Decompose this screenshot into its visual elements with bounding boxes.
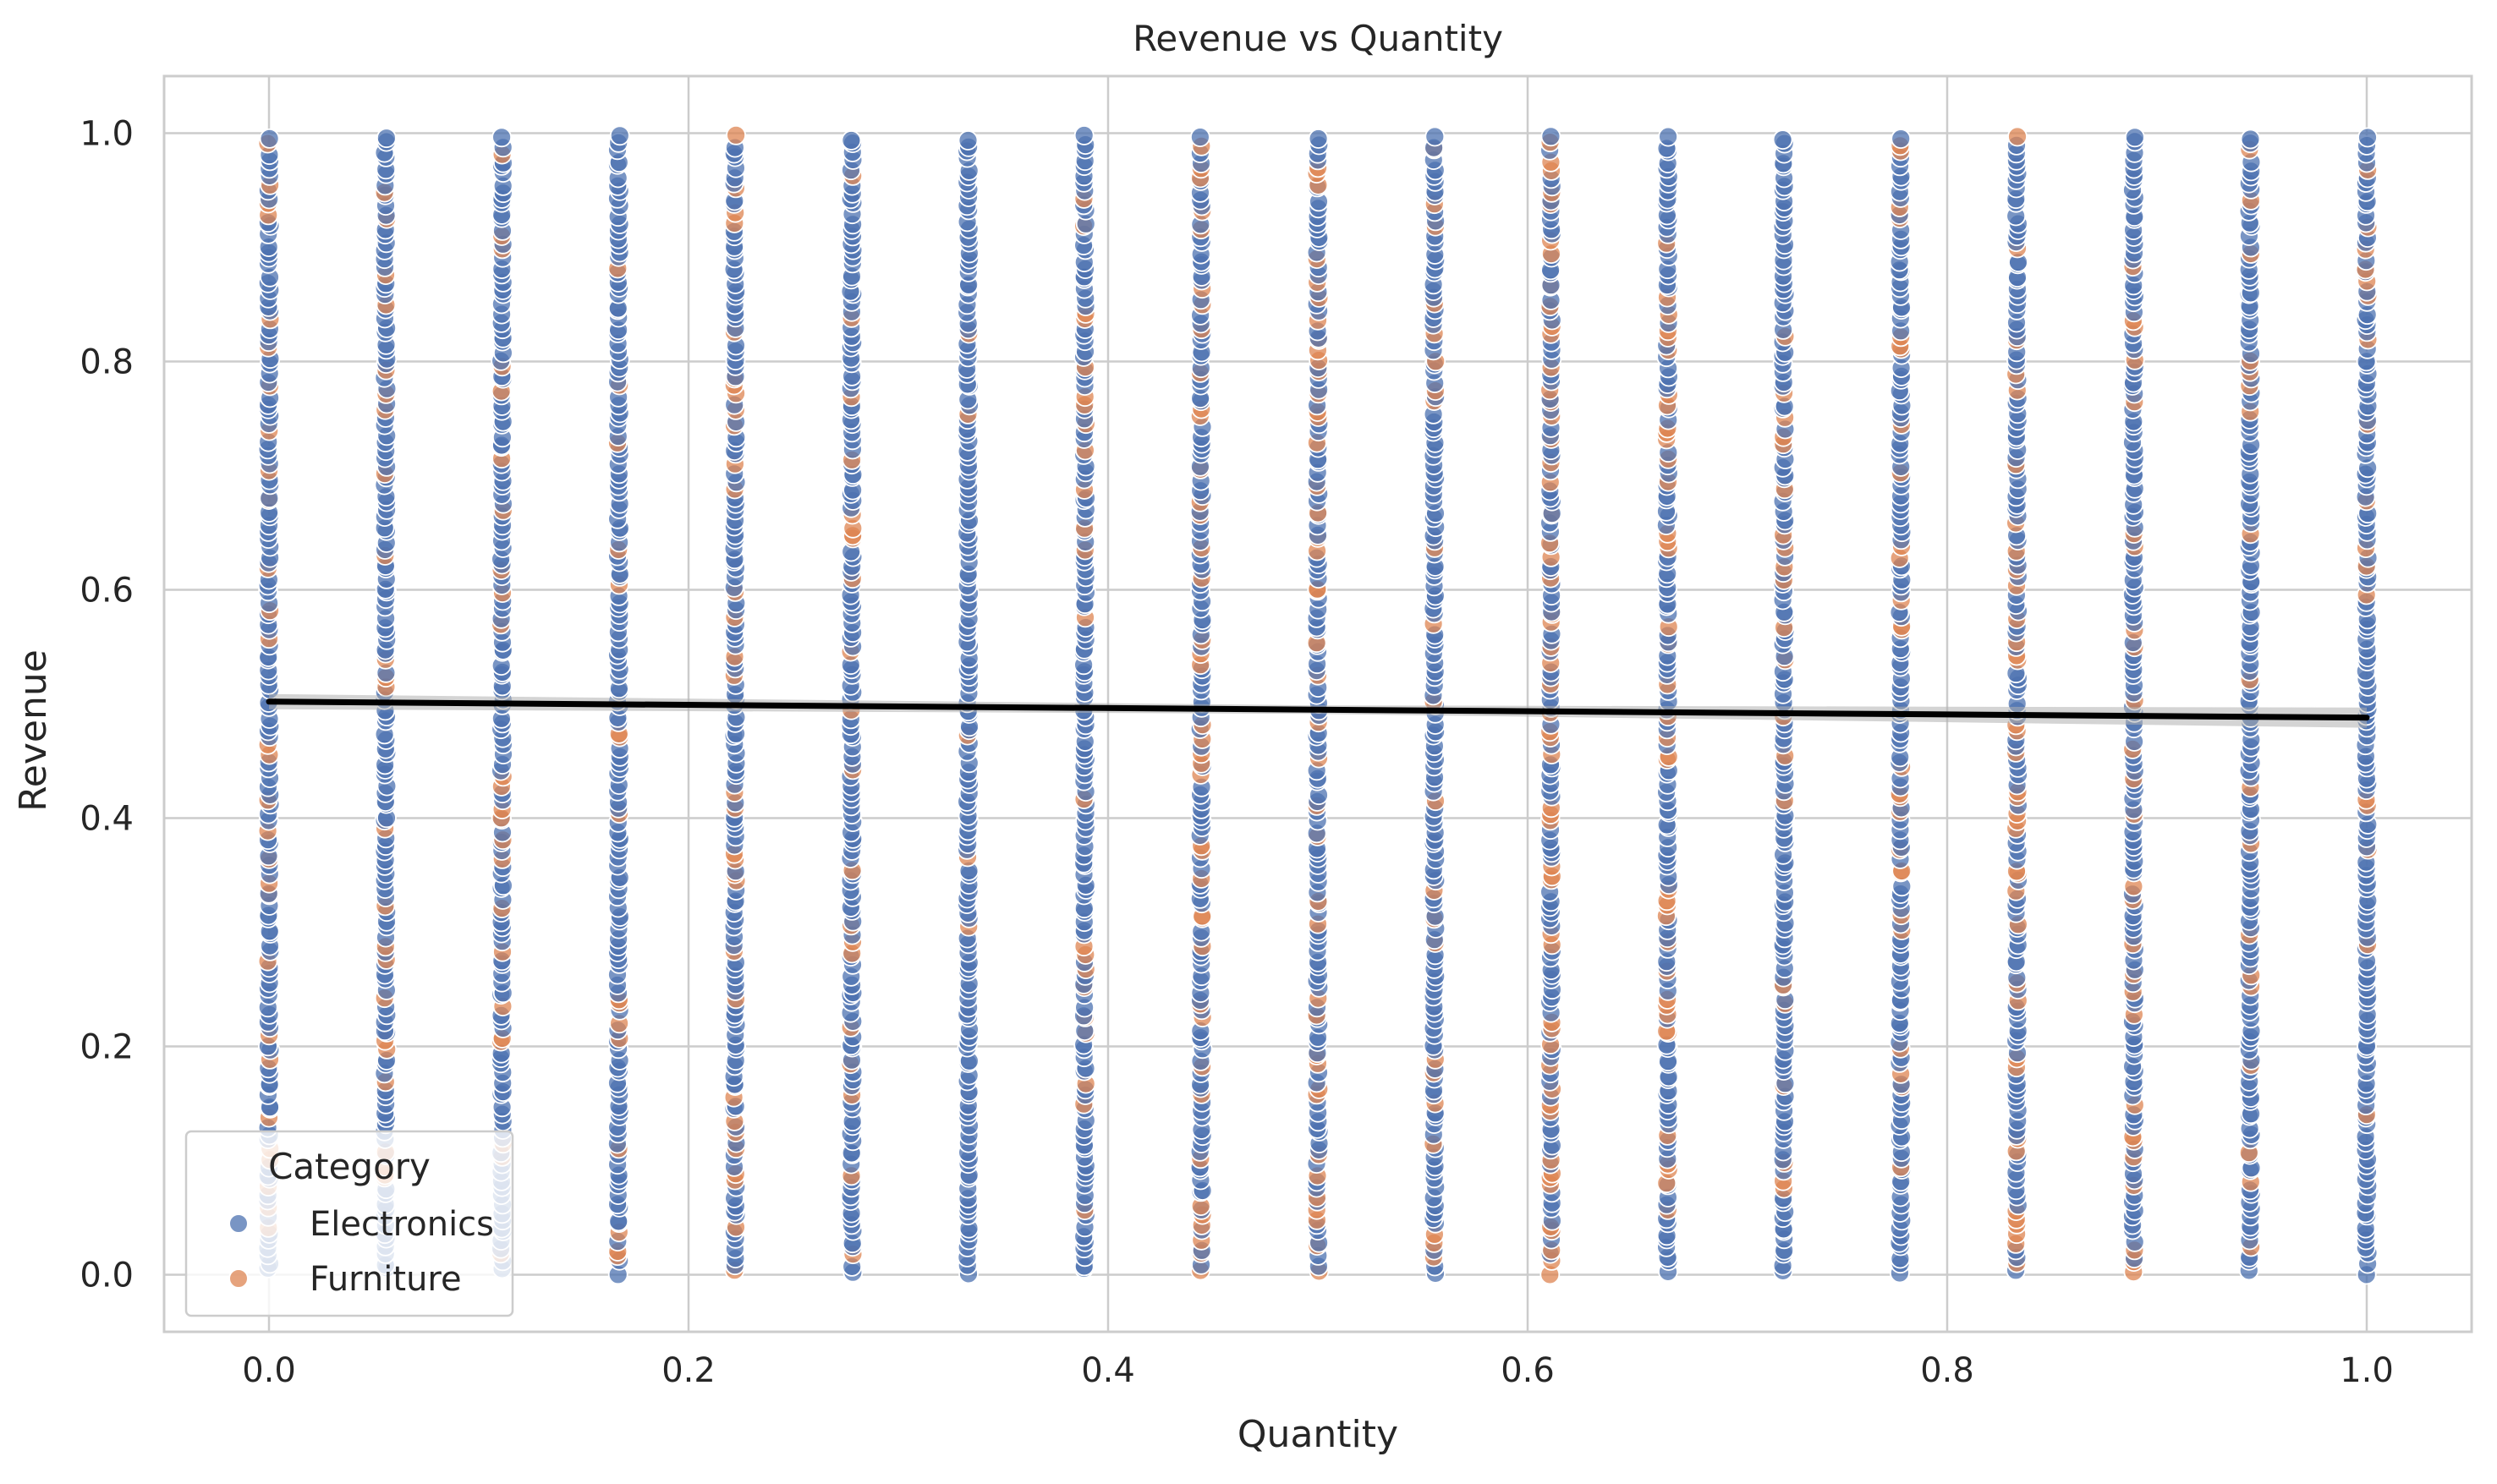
point-electronics [609, 125, 630, 146]
y-tick-label: 0.8 [80, 343, 134, 382]
y-tick-labels: 0.0 0.2 0.4 0.6 0.8 1.0 [80, 115, 134, 1295]
chart-title: Revenue vs Quantity [1133, 18, 1503, 59]
point-electronics [1424, 126, 1446, 147]
x-axis-label: Quantity [1238, 1413, 1398, 1456]
legend-title: Category [268, 1146, 431, 1187]
point-furniture [726, 124, 746, 145]
point-electronics [1772, 129, 1793, 151]
legend-label-furniture: Furniture [310, 1260, 462, 1299]
legend-marker-furniture [228, 1268, 249, 1289]
y-tick-label: 0.6 [80, 572, 134, 611]
x-tick-label: 1.0 [2340, 1351, 2394, 1390]
x-tick-label: 0.0 [242, 1351, 296, 1390]
x-tick-label: 0.4 [1081, 1351, 1135, 1390]
plot-area [162, 74, 2473, 1333]
regression-layer [266, 693, 2370, 728]
point-electronics [376, 128, 397, 149]
y-tick-label: 1.0 [80, 115, 134, 154]
point-electronics [2240, 129, 2261, 150]
point-electronics [1308, 129, 1329, 149]
y-axis-label: Revenue [12, 649, 55, 812]
point-electronics [958, 130, 979, 151]
point-electronics [1891, 129, 1912, 150]
legend: Category Electronics Furniture [184, 1130, 514, 1317]
point-electronics [1658, 126, 1678, 147]
legend-label-electronics: Electronics [310, 1205, 494, 1244]
scatter-points [257, 124, 2379, 1285]
regression-line [266, 698, 2370, 721]
point-electronics [1540, 126, 1561, 147]
plot-border [162, 74, 2473, 1333]
legend-marker-electronics [228, 1213, 249, 1234]
y-tick-label: 0.2 [80, 1028, 134, 1067]
point-electronics [491, 127, 512, 148]
point-electronics [1073, 125, 1095, 145]
point-electronics [2357, 127, 2378, 148]
x-tick-label: 0.2 [661, 1351, 716, 1390]
y-tick-label: 0.4 [80, 800, 134, 839]
x-tick-label: 0.8 [1920, 1351, 1974, 1390]
point-electronics [2124, 127, 2145, 148]
point-furniture [2007, 126, 2028, 147]
y-tick-label: 0.0 [80, 1257, 134, 1295]
x-tick-labels: 0.0 0.2 0.4 0.6 0.8 1.0 [242, 1351, 2394, 1390]
x-tick-label: 0.6 [1501, 1351, 1555, 1390]
point-electronics [841, 130, 862, 151]
legend-box [184, 1130, 514, 1317]
point-electronics [259, 128, 280, 149]
point-electronics [1190, 127, 1210, 148]
